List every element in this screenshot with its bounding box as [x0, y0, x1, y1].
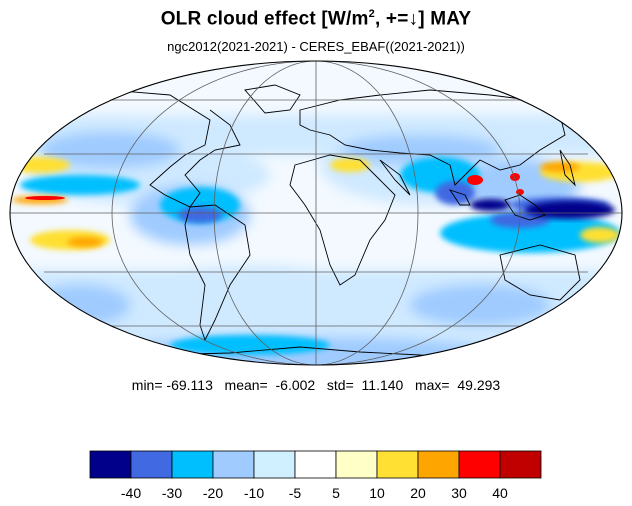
colorbar-tick-label: 30	[451, 485, 467, 501]
colorbar-tick-label: -20	[203, 485, 223, 501]
colorbar-tick-label: -5	[289, 485, 302, 501]
plot-title: OLR cloud effect [W/m2, +=↓] MAY	[160, 8, 472, 30]
statistics-line: min= -69.113 mean= -6.002 std= 11.140 ma…	[131, 377, 501, 393]
colorbar-swatch	[253, 450, 296, 479]
colorbar-tick-label: -30	[162, 485, 182, 501]
colorbar-swatch	[130, 450, 173, 479]
colorbar-swatch	[376, 450, 419, 479]
map-boundary	[9, 60, 623, 366]
colorbar-swatch	[499, 450, 542, 479]
coastlines	[59, 84, 611, 361]
colorbar-swatch	[458, 450, 501, 479]
colorbar-tick-label: -40	[121, 485, 141, 501]
colorbar-tick-label: -10	[244, 485, 264, 501]
colorbar-swatch	[294, 450, 337, 479]
plot-subtitle: ngc2012(2021-2021) - CERES_EBAF((2021-20…	[167, 39, 465, 54]
mollweide-map	[9, 60, 623, 366]
colorbar-swatch	[417, 450, 460, 479]
colorbar-swatch	[335, 450, 378, 479]
colorbar-swatch	[89, 450, 132, 479]
colorbar-tick-label: 20	[410, 485, 426, 501]
colorbar-tick-label: 10	[369, 485, 385, 501]
colorbar-tick-label: 40	[492, 485, 508, 501]
colorbar-tick-label: 5	[332, 485, 340, 501]
colorbar-swatch	[212, 450, 255, 479]
colorbar: -40 -30 -20 -10 -5 5 10 20 30 40	[89, 450, 542, 501]
graticule	[10, 60, 622, 366]
colorbar-swatch	[171, 450, 214, 479]
